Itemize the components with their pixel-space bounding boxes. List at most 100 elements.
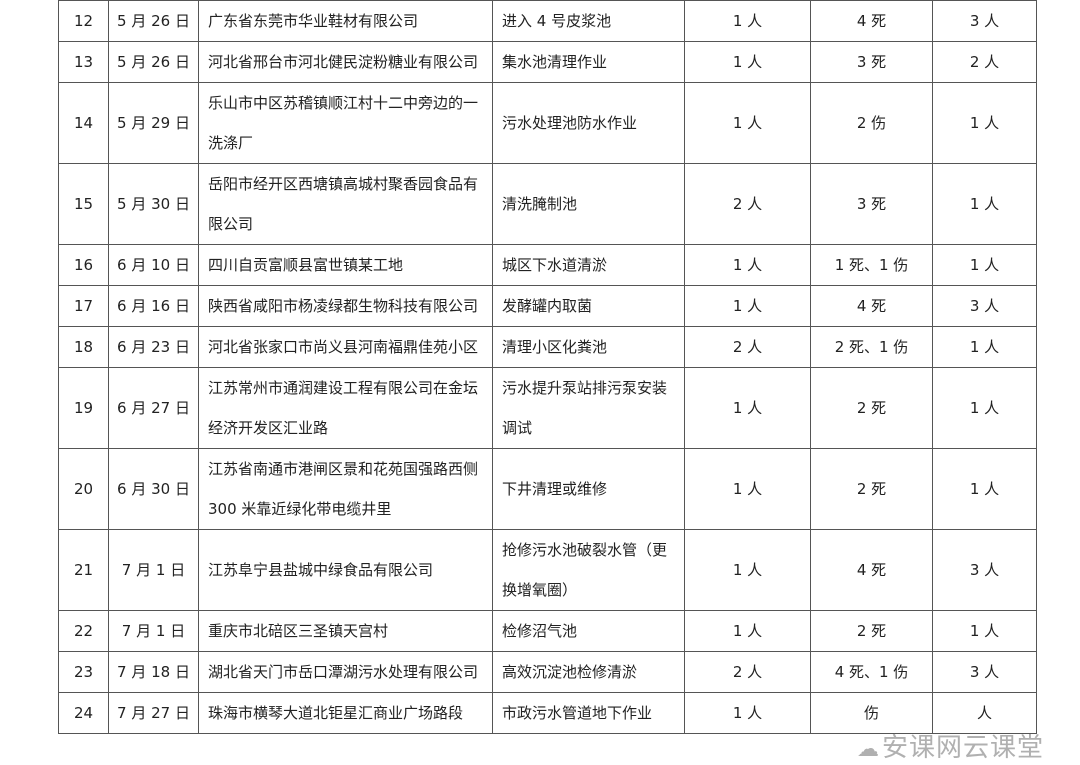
- cell-row-number: 18: [58, 326, 109, 368]
- cell-rescuers-count: 1 人: [932, 326, 1037, 368]
- cell-work-task: 清理小区化粪池: [492, 326, 685, 368]
- cell-date: 5 月 30 日: [108, 163, 199, 245]
- cell-workers-count: 1 人: [684, 0, 811, 42]
- cell-workers-count: 1 人: [684, 41, 811, 83]
- cell-work-task: 集水池清理作业: [492, 41, 685, 83]
- cell-rescuers-count: 3 人: [932, 285, 1037, 327]
- cell-row-number: 24: [58, 692, 109, 734]
- cell-casualties: 3 死: [810, 163, 933, 245]
- cell-unit-name: 江苏阜宁县盐城中绿食品有限公司: [198, 529, 493, 611]
- cell-work-task: 污水处理池防水作业: [492, 82, 685, 164]
- cell-casualties: 伤: [810, 692, 933, 734]
- cell-workers-count: 1 人: [684, 692, 811, 734]
- cell-row-number: 13: [58, 41, 109, 83]
- cell-row-number: 12: [58, 0, 109, 42]
- cell-rescuers-count: 1 人: [932, 367, 1037, 449]
- cell-unit-name: 广东省东莞市华业鞋材有限公司: [198, 0, 493, 42]
- cell-casualties: 4 死、1 伤: [810, 651, 933, 693]
- cell-rescuers-count: 3 人: [932, 0, 1037, 42]
- cell-row-number: 23: [58, 651, 109, 693]
- cell-unit-name: 江苏常州市通润建设工程有限公司在金坛经济开发区汇业路: [198, 367, 493, 449]
- cell-date: 6 月 30 日: [108, 448, 199, 530]
- cell-rescuers-count: 人: [932, 692, 1037, 734]
- cell-casualties: 2 伤: [810, 82, 933, 164]
- cell-unit-name: 乐山市中区苏稽镇顺江村十二中旁边的一洗涤厂: [198, 82, 493, 164]
- cell-rescuers-count: 1 人: [932, 82, 1037, 164]
- cell-date: 6 月 27 日: [108, 367, 199, 449]
- watermark: ☁安课网云课堂: [857, 733, 1044, 765]
- cell-work-task: 市政污水管道地下作业: [492, 692, 685, 734]
- cell-unit-name: 陕西省咸阳市杨凌绿都生物科技有限公司: [198, 285, 493, 327]
- cell-workers-count: 1 人: [684, 529, 811, 611]
- cell-work-task: 污水提升泵站排污泵安装调试: [492, 367, 685, 449]
- cell-date: 6 月 10 日: [108, 244, 199, 286]
- watermark-text: 安课网云课堂: [881, 733, 1044, 763]
- cell-work-task: 检修沼气池: [492, 610, 685, 652]
- cell-rescuers-count: 2 人: [932, 41, 1037, 83]
- cell-row-number: 14: [58, 82, 109, 164]
- cell-date: 7 月 1 日: [108, 610, 199, 652]
- cell-row-number: 15: [58, 163, 109, 245]
- cell-workers-count: 1 人: [684, 244, 811, 286]
- cell-casualties: 2 死: [810, 367, 933, 449]
- cell-workers-count: 1 人: [684, 285, 811, 327]
- cell-rescuers-count: 1 人: [932, 610, 1037, 652]
- cell-casualties: 4 死: [810, 0, 933, 42]
- table-row: 20 6 月 30 日江苏省南通市港闸区景和花苑国强路西侧 300 米靠近绿化带电…: [58, 448, 1037, 530]
- cell-work-task: 进入 4 号皮浆池: [492, 0, 685, 42]
- cell-date: 6 月 23 日: [108, 326, 199, 368]
- cell-work-task: 清洗腌制池: [492, 163, 685, 245]
- cell-unit-name: 江苏省南通市港闸区景和花苑国强路西侧 300 米靠近绿化带电缆井里: [198, 448, 493, 530]
- cell-date: 5 月 26 日: [108, 41, 199, 83]
- cell-row-number: 22: [58, 610, 109, 652]
- cell-unit-name: 珠海市横琴大道北钜星汇商业广场路段: [198, 692, 493, 734]
- cell-workers-count: 2 人: [684, 326, 811, 368]
- cell-date: 7 月 18 日: [108, 651, 199, 693]
- cell-work-task: 发酵罐内取菌: [492, 285, 685, 327]
- wechat-icon: ☁: [856, 737, 880, 762]
- cell-unit-name: 重庆市北碚区三圣镇天宫村: [198, 610, 493, 652]
- table-row: 24 7 月 27 日珠海市横琴大道北钜星汇商业广场路段 市政污水管道地下作业 1 人…: [58, 692, 1037, 734]
- cell-casualties: 4 死: [810, 285, 933, 327]
- cell-rescuers-count: 1 人: [932, 163, 1037, 245]
- cell-date: 7 月 27 日: [108, 692, 199, 734]
- cell-row-number: 17: [58, 285, 109, 327]
- cell-work-task: 抢修污水池破裂水管（更换增氧圈）: [492, 529, 685, 611]
- cell-date: 5 月 26 日: [108, 0, 199, 42]
- cell-row-number: 16: [58, 244, 109, 286]
- cell-casualties: 2 死: [810, 448, 933, 530]
- table-row: 14 5 月 29 日乐山市中区苏稽镇顺江村十二中旁边的一洗涤厂 污水处理池防水作业…: [58, 82, 1037, 164]
- cell-work-task: 高效沉淀池检修清淤: [492, 651, 685, 693]
- cell-casualties: 3 死: [810, 41, 933, 83]
- cell-casualties: 2 死、1 伤: [810, 326, 933, 368]
- cell-rescuers-count: 1 人: [932, 448, 1037, 530]
- cell-date: 5 月 29 日: [108, 82, 199, 164]
- cell-unit-name: 岳阳市经开区西塘镇高城村聚香园食品有限公司: [198, 163, 493, 245]
- cell-workers-count: 1 人: [684, 448, 811, 530]
- cell-casualties: 4 死: [810, 529, 933, 611]
- table-row: 21 7 月 1 日江苏阜宁县盐城中绿食品有限公司 抢修污水池破裂水管（更换增氧圈）…: [58, 529, 1037, 611]
- cell-unit-name: 河北省邢台市河北健民淀粉糖业有限公司: [198, 41, 493, 83]
- cell-rescuers-count: 3 人: [932, 529, 1037, 611]
- table-row: 23 7 月 18 日湖北省天门市岳口潭湖污水处理有限公司 高效沉淀池检修清淤 2 人…: [58, 651, 1037, 693]
- cell-row-number: 20: [58, 448, 109, 530]
- cell-rescuers-count: 3 人: [932, 651, 1037, 693]
- cell-date: 6 月 16 日: [108, 285, 199, 327]
- cell-casualties: 1 死、1 伤: [810, 244, 933, 286]
- cell-date: 7 月 1 日: [108, 529, 199, 611]
- cell-unit-name: 湖北省天门市岳口潭湖污水处理有限公司: [198, 651, 493, 693]
- cell-row-number: 19: [58, 367, 109, 449]
- cell-workers-count: 1 人: [684, 367, 811, 449]
- table-row: 19 6 月 27 日江苏常州市通润建设工程有限公司在金坛经济开发区汇业路 污水提升…: [58, 367, 1037, 449]
- cell-workers-count: 2 人: [684, 651, 811, 693]
- cell-workers-count: 1 人: [684, 610, 811, 652]
- cell-workers-count: 1 人: [684, 82, 811, 164]
- cell-casualties: 2 死: [810, 610, 933, 652]
